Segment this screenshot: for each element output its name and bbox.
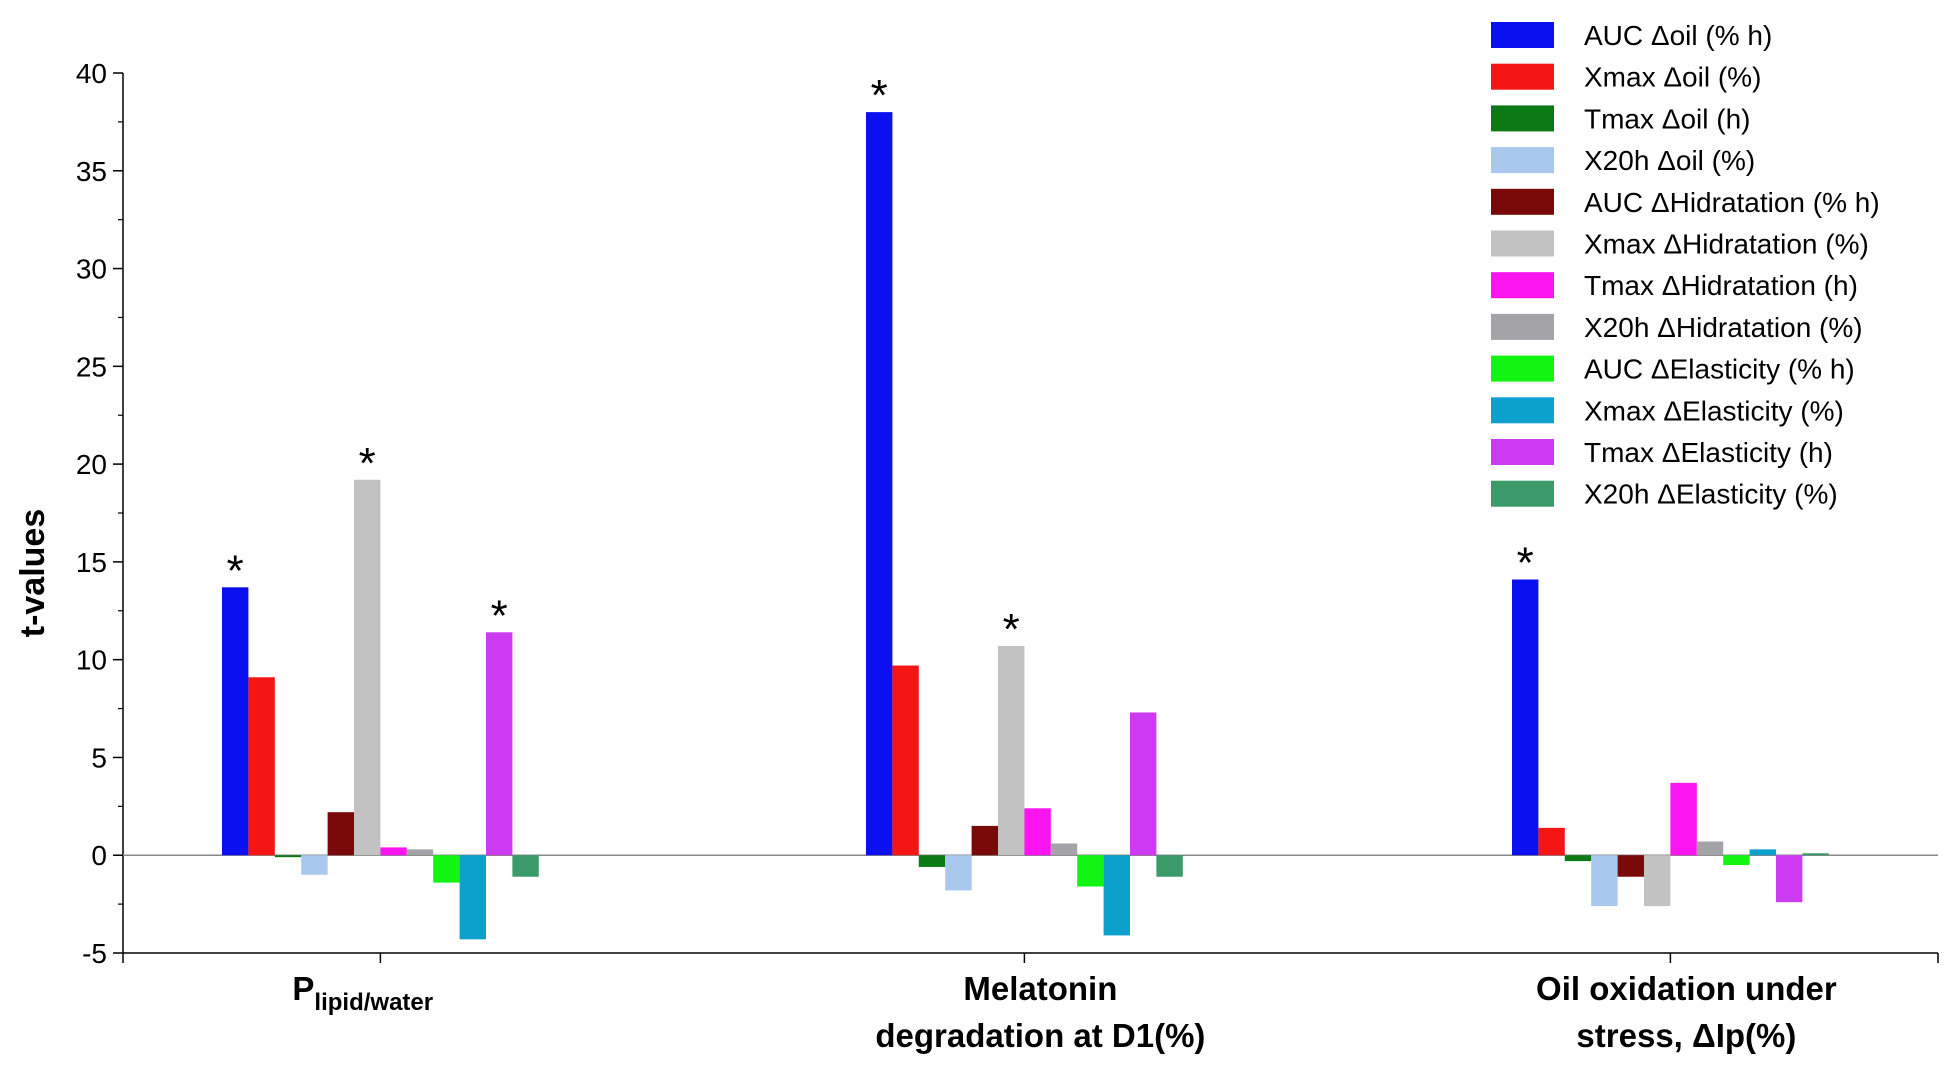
- category-label-subscript: lipid/water: [314, 989, 433, 1016]
- legend-swatch: [1491, 480, 1554, 507]
- legend-label: Xmax ΔElasticity (%): [1584, 395, 1844, 426]
- y-tick-label: 35: [76, 156, 107, 187]
- legend-label: Tmax ΔElasticity (h): [1584, 437, 1833, 468]
- bar: [406, 849, 434, 856]
- category-label-line: degradation at D1(%): [875, 1017, 1205, 1054]
- legend-label: AUC Δoil (% h): [1584, 20, 1772, 51]
- category-labels: Plipid/water Melatonin degradation at D1(%…: [292, 970, 1836, 1054]
- bar: [1077, 855, 1104, 887]
- bar: [274, 855, 302, 858]
- bar: [380, 847, 407, 856]
- legend-label: Xmax ΔHidratation (%): [1584, 229, 1869, 260]
- significance-marker: *: [1517, 538, 1534, 587]
- bar: [1538, 827, 1565, 856]
- bar: [1723, 855, 1750, 865]
- significance-marker: *: [359, 439, 376, 488]
- legend-swatch: [1491, 439, 1554, 465]
- bar: [1130, 712, 1157, 856]
- significance-marker: *: [227, 546, 244, 595]
- bar: [866, 112, 893, 856]
- y-tick-label: 40: [76, 58, 107, 89]
- legend-swatch: [1491, 188, 1554, 215]
- bar: [1512, 579, 1539, 856]
- axes: -5 0 5 10 15 20 25 30 35 40: [76, 58, 1939, 969]
- significance-marker: *: [871, 71, 888, 120]
- legend-swatch: [1491, 355, 1554, 382]
- bar: [1670, 782, 1697, 856]
- category-label-main: P: [292, 970, 314, 1007]
- bar: [327, 812, 354, 856]
- bar: [945, 855, 972, 891]
- category-label-line: Oil oxidation under: [1536, 970, 1837, 1007]
- legend-label: Tmax ΔHidratation (h): [1584, 270, 1858, 301]
- bar: [892, 665, 919, 856]
- bar: [1156, 855, 1183, 877]
- bar: [1617, 855, 1644, 877]
- legend-label: X20h Δoil (%): [1584, 145, 1755, 176]
- y-tick-label: 5: [91, 742, 107, 773]
- legend-label: AUC ΔElasticity (% h): [1584, 354, 1855, 385]
- legend: AUC Δoil (% h) Xmax Δoil (%) Tmax Δoil (h)…: [1491, 20, 1880, 510]
- bars: * * * * * *: [222, 71, 1829, 940]
- category-label-line: stress, ΔIp(%): [1576, 1017, 1796, 1054]
- bar: [918, 855, 946, 867]
- legend-swatch: [1491, 105, 1554, 132]
- bar: [1050, 843, 1078, 856]
- y-tick-label: -5: [82, 938, 107, 969]
- bar: [248, 677, 275, 856]
- legend-label: X20h ΔElasticity (%): [1584, 479, 1838, 510]
- legend-swatch: [1491, 230, 1554, 257]
- bar: [486, 632, 513, 856]
- y-tick-label: 0: [91, 840, 107, 871]
- category-label-line: Melatonin: [963, 970, 1117, 1007]
- significance-marker: *: [1003, 605, 1020, 654]
- legend-label: Xmax Δoil (%): [1584, 62, 1761, 93]
- bar: [1024, 808, 1051, 856]
- bar: [1802, 853, 1829, 856]
- bar: [998, 645, 1025, 856]
- bar: [459, 855, 486, 940]
- bar: [1776, 855, 1803, 903]
- significance-marker: *: [491, 591, 508, 640]
- category-label: Plipid/water: [292, 970, 433, 1016]
- bar: [222, 587, 249, 856]
- legend-swatch: [1491, 63, 1554, 90]
- bar: [1644, 855, 1671, 907]
- y-axis-label: t-values: [14, 509, 52, 638]
- legend-swatch: [1491, 397, 1554, 424]
- bar: [1564, 855, 1592, 862]
- bar: [1103, 855, 1130, 936]
- legend-swatch: [1491, 313, 1554, 340]
- bar: [1696, 841, 1724, 856]
- bar: [1749, 849, 1776, 856]
- legend-label: AUC ΔHidratation (% h): [1584, 187, 1880, 218]
- legend-swatch: [1491, 272, 1554, 299]
- legend-label: Tmax Δoil (h): [1584, 103, 1751, 134]
- y-tick-label: 25: [76, 351, 107, 382]
- y-tick-label: 10: [76, 645, 107, 676]
- bar: [354, 479, 381, 856]
- bar: [971, 825, 998, 856]
- y-tick-label: 15: [76, 547, 107, 578]
- legend-swatch: [1491, 147, 1554, 174]
- y-tick-label: 30: [76, 254, 107, 285]
- bar: [301, 855, 328, 875]
- bar: [433, 855, 460, 883]
- legend-label: X20h ΔHidratation (%): [1584, 312, 1863, 343]
- bar: [1591, 855, 1618, 907]
- y-tick-label: 20: [76, 449, 107, 480]
- bar: [512, 855, 539, 877]
- legend-swatch: [1491, 22, 1554, 48]
